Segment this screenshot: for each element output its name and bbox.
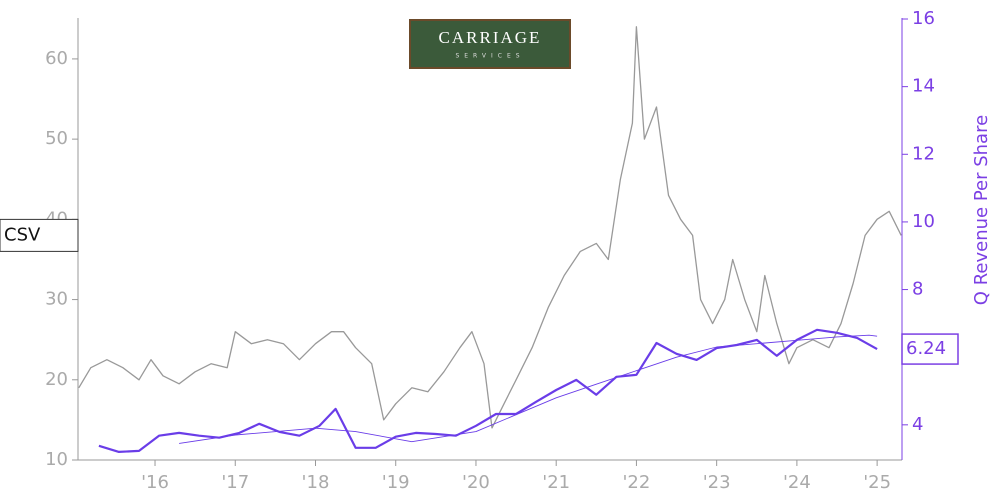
last-value-label: 6.24: [906, 338, 946, 359]
last-value-box: [901, 333, 959, 365]
y-tick-label: 50: [45, 128, 68, 149]
x-tick-label: '24: [783, 472, 811, 493]
y2-tick-label: 14: [912, 76, 935, 97]
x-tick-label: '17: [221, 472, 249, 493]
y-tick-label: 10: [45, 449, 68, 470]
x-tick-label: '22: [622, 472, 650, 493]
logo-title: CARRIAGE: [439, 28, 542, 47]
y-tick-label: 20: [45, 369, 68, 390]
x-tick-label: '23: [703, 472, 731, 493]
series-line: [98, 328, 878, 453]
y2-axis-label: Q Revenue Per Share: [971, 115, 992, 305]
y2-tick-label: 12: [912, 143, 935, 164]
y-tick-label: 30: [45, 289, 68, 310]
y2-tick-label: 10: [912, 211, 935, 232]
ticker-box: [0, 218, 79, 252]
ticker-label: CSV: [4, 224, 41, 245]
x-tick-label: '18: [302, 472, 330, 493]
series-line: [78, 26, 902, 429]
y-tick-label: 60: [45, 48, 68, 69]
logo-box: [409, 19, 571, 69]
logo-subtitle: SERVICES: [455, 53, 524, 60]
y2-tick-label: 4: [912, 414, 923, 435]
y2-tick-label: 8: [912, 279, 923, 300]
x-tick-label: '21: [542, 472, 570, 493]
series-line: [179, 334, 878, 444]
x-tick-label: '19: [382, 472, 410, 493]
x-tick-label: '16: [141, 472, 169, 493]
x-tick-label: '25: [863, 472, 891, 493]
x-tick-label: '20: [462, 472, 490, 493]
y2-tick-label: 16: [912, 8, 935, 29]
